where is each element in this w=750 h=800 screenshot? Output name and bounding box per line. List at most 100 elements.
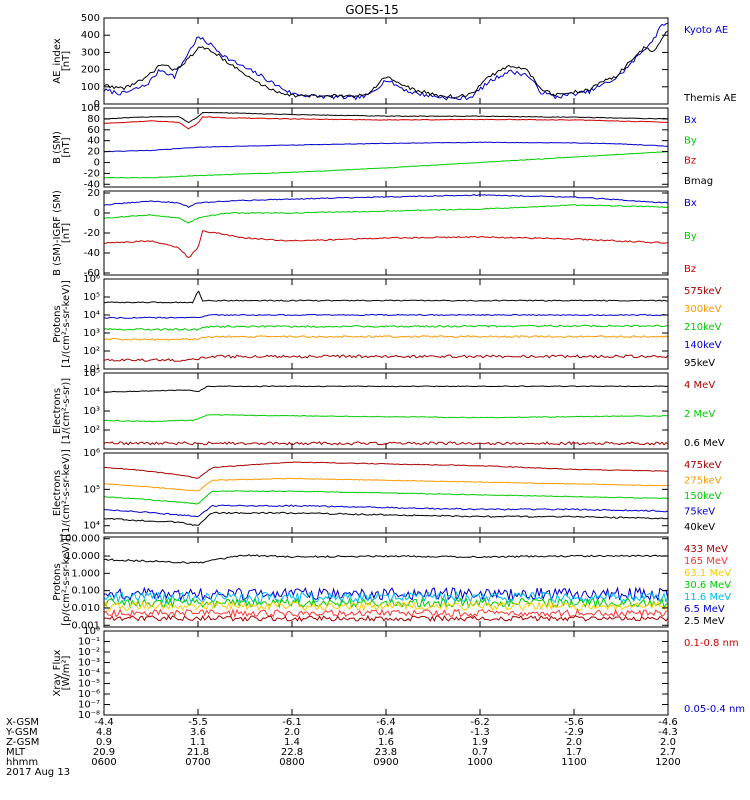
plot-title: GOES-15 [345,3,399,17]
series-group-electrons1 [104,385,668,446]
legend-entry: 75keV [684,507,715,518]
series-line [104,324,668,331]
orbit-cell: 2.0 [660,737,676,748]
orbit-cell: 2.0 [284,727,300,738]
series-line [104,116,668,130]
y-tick-label: 10² [83,425,100,436]
y-tick-label: 10⁶ [83,274,100,285]
legend-entry: 4 MeV [684,380,715,391]
series-line [104,313,668,319]
orbit-cell: 22.8 [281,747,303,758]
orbit-cell: 2.0 [566,737,582,748]
orbit-cell: -6.1 [282,717,302,728]
orbit-cell: 1.6 [378,737,394,748]
y-tick-label: 0.001 [71,620,100,631]
orbit-cell: 1.9 [472,737,488,748]
y-tick-label: 0 [94,208,100,219]
y-tick-label: 10⁻⁵ [78,679,100,690]
y-tick-label: 400 [81,30,100,41]
orbit-cell: 0.4 [378,727,394,738]
legend-entry: By [684,135,697,146]
orbit-cell: 1000 [467,757,492,768]
legend-entry: 11.6 MeV [684,592,731,603]
series-line [104,230,668,259]
orbit-cell: 1.4 [284,737,300,748]
orbit-row-label: MLT [6,747,26,758]
y-axis-label: Protons [52,563,63,600]
panel-bigrf: -60 -40 -20 0 20 B (SM)-IGRF (SM)[nT] Bx By Bz [52,188,697,279]
orbit-cell: -2.9 [564,727,584,738]
orbit-cell: 4.8 [96,727,112,738]
series-group-bsm [104,111,668,179]
orbit-cell: 23.8 [375,747,397,758]
orbit-cell: -6.4 [376,717,396,728]
series-line [104,335,668,341]
y-tick-label: 500 [81,13,100,24]
legend-entry: 433 MeV [684,544,728,555]
orbit-cell: 1.1 [190,737,206,748]
series-line [104,151,668,179]
y-tick-label: 0.100 [71,586,100,597]
legend-entry: 6.5 MeV [684,604,725,615]
series-line [104,414,668,423]
orbit-cell: 0.7 [472,747,488,758]
legend-entry: Bx [684,115,697,126]
y-axis-unit: [p/(cm²-s-sr-keV)] [61,538,72,626]
orbit-row-label: hhmm [6,757,38,768]
y-axis-unit: [1/(cm²-s-sr-keV)] [61,280,72,368]
y-tick-label: 10³ [83,328,100,339]
y-tick-label: 10⁵ [83,368,100,379]
orbit-row-label: Z-GSM [6,737,39,748]
orbit-cell: -4.4 [94,717,114,728]
legend-entry: 165 MeV [684,556,728,567]
panel-ae: 0 100 200 300 400 500 AE_index[nT] Kyoto AE Them… [52,13,737,110]
y-tick-label: 10⁴ [83,387,100,398]
series-line [104,22,668,101]
y-tick-label: 200 [81,65,100,76]
y-tick-label: 0.010 [71,603,100,614]
panel-protons1: 10¹ 10² 10³ 10⁴ 10⁵ 10⁶ Protons[1/(cm²-s-sr-ke… [52,274,722,375]
y-axis-unit: [1/(cm²-s-sr-keV)] [61,449,72,537]
y-axis-label: Protons [52,305,63,342]
y-tick-label: -60 [84,268,100,279]
orbit-cell: 0700 [185,757,210,768]
orbit-cell: 21.8 [187,747,209,758]
legend-entry: Bx [684,198,697,209]
legend-entry: 150keV [684,491,722,502]
legend-entry: Themis AE [683,93,737,104]
y-tick-label: 10² [83,346,100,357]
orbit-cell: -5.6 [564,717,584,728]
y-tick-label: 10¹ [83,364,100,375]
series-line [104,600,668,612]
y-axis-label: Electrons [52,470,63,516]
legend-entry: 575keV [684,286,722,297]
y-tick-label: -20 [84,168,100,179]
y-tick-label: 300 [81,47,100,58]
y-axis-unit: [nT] [61,51,72,71]
legend-entry: Kyoto AE [684,25,728,36]
series-line [104,204,668,224]
series-line [104,354,668,362]
y-tick-label: 100 [81,103,100,114]
y-tick-label: 80 [87,114,100,125]
orbit-cell: 1100 [561,757,586,768]
y-axis-unit: [nT] [61,137,72,157]
legend-entry: 140keV [684,340,722,351]
y-tick-label: 40 [87,136,100,147]
legend-entry: 63.1 MeV [684,568,731,579]
panel-xray: 10⁻⁸10⁻⁷10⁻⁶10⁻⁵10⁻⁴10⁻³10⁻²10⁻¹10⁰ Xray … [52,626,745,721]
legend-entry: 300keV [684,304,722,315]
y-tick-label: -40 [84,179,100,190]
orbit-cell: 3.6 [190,727,206,738]
legend-entry: 95keV [684,358,715,369]
y-tick-label: 10⁻⁷ [78,700,100,711]
series-line [104,141,668,153]
orbit-cell: -1.3 [470,727,490,738]
orbit-cell: 2.7 [660,747,676,758]
y-tick-label: 10⁶ [83,448,100,459]
orbit-cell: -5.5 [188,717,208,728]
orbit-cell: 0900 [373,757,398,768]
